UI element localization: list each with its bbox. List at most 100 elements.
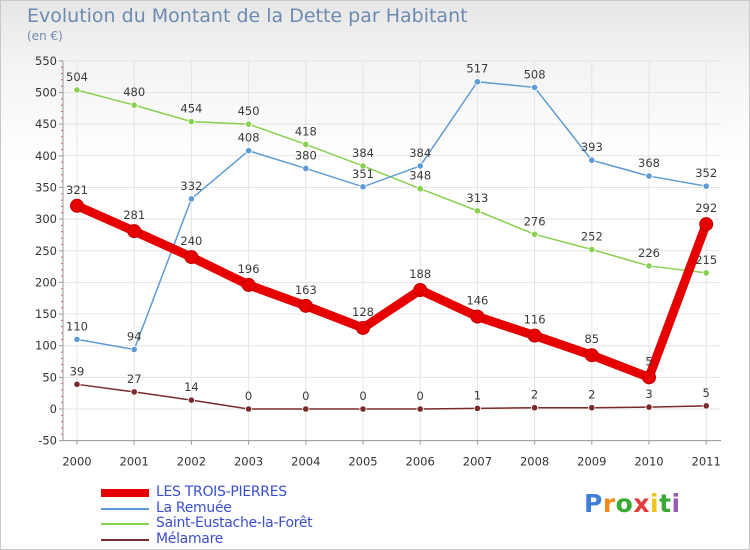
legend-label: Saint-Eustache-la-Forêt xyxy=(156,515,313,531)
data-point xyxy=(530,404,539,412)
data-point xyxy=(187,195,195,203)
legend: LES TROIS-PIERRES La Remuée Saint-Eustache… xyxy=(101,484,421,547)
y-tick-label: 500 xyxy=(35,86,57,100)
x-tick-label: 2009 xyxy=(577,455,606,469)
data-point xyxy=(245,120,253,128)
data-label: 110 xyxy=(66,319,88,333)
data-label: 226 xyxy=(638,246,660,260)
y-tick-label: 0 xyxy=(50,402,57,416)
x-tick-label: 2006 xyxy=(406,455,435,469)
data-label: 332 xyxy=(180,179,202,193)
data-label: 252 xyxy=(581,229,603,243)
y-tick-label: -50 xyxy=(38,434,57,448)
data-label: 116 xyxy=(524,313,546,327)
data-label: 5 xyxy=(645,354,652,368)
data-label: 281 xyxy=(123,208,145,222)
data-point xyxy=(702,182,710,190)
x-tick-label: 2011 xyxy=(692,455,721,469)
y-tick-label: 50 xyxy=(42,370,57,384)
y-tick-label: 150 xyxy=(35,307,57,321)
data-label: 188 xyxy=(409,267,431,281)
data-label: 14 xyxy=(184,380,199,394)
data-point xyxy=(416,185,424,193)
data-point xyxy=(416,162,424,170)
data-label: 39 xyxy=(70,364,85,378)
chart-subtitle: (en €) xyxy=(27,29,63,43)
data-point xyxy=(130,345,138,354)
data-label: 313 xyxy=(466,191,488,205)
data-label: 2 xyxy=(588,388,595,402)
proxiti-logo: Proxiti xyxy=(584,489,681,518)
data-label: 215 xyxy=(695,253,717,267)
y-tick-label: 250 xyxy=(35,244,57,258)
data-point xyxy=(645,403,653,411)
data-point xyxy=(473,78,481,86)
data-point xyxy=(642,370,656,385)
data-label: 240 xyxy=(180,234,202,248)
data-point xyxy=(699,217,714,232)
legend-swatch xyxy=(101,538,149,541)
x-tick-label: 2001 xyxy=(120,455,149,469)
data-label: 351 xyxy=(352,167,374,181)
series-line-0 xyxy=(72,201,711,382)
data-label: 504 xyxy=(66,70,88,84)
x-tick-label: 2004 xyxy=(291,455,320,469)
data-point xyxy=(588,156,596,164)
data-label: 1 xyxy=(474,388,481,402)
data-point xyxy=(530,230,539,238)
data-label: 352 xyxy=(695,166,717,180)
x-tick-label: 2010 xyxy=(634,455,663,469)
data-label: 408 xyxy=(238,131,260,145)
y-tick-label: 400 xyxy=(35,149,57,163)
data-point xyxy=(127,224,142,239)
data-label: 128 xyxy=(352,305,374,319)
series-line-1 xyxy=(76,80,707,351)
x-tick-label: 2007 xyxy=(463,455,492,469)
data-label: 146 xyxy=(466,294,488,308)
data-label: 384 xyxy=(352,146,374,160)
data-point xyxy=(588,245,596,254)
legend-swatch xyxy=(101,523,149,525)
y-tick-label: 350 xyxy=(35,180,57,194)
legend-label: Mélamare xyxy=(156,530,224,547)
data-label: 321 xyxy=(66,183,88,197)
data-label: 0 xyxy=(417,389,424,403)
data-point xyxy=(302,140,310,149)
data-point xyxy=(73,335,81,343)
series-line-2 xyxy=(76,89,707,274)
data-label: 517 xyxy=(466,62,488,76)
legend-label: La Remuée xyxy=(156,499,232,516)
data-label: 508 xyxy=(524,67,546,81)
data-label: 2 xyxy=(531,388,538,402)
data-label: 480 xyxy=(123,85,145,99)
data-point xyxy=(413,282,428,297)
data-label: 0 xyxy=(245,389,252,403)
data-point xyxy=(702,402,710,410)
data-label: 450 xyxy=(238,104,260,118)
data-label: 0 xyxy=(359,389,366,403)
data-point xyxy=(241,277,256,292)
x-tick-label: 2005 xyxy=(348,455,377,469)
data-point xyxy=(359,183,367,191)
data-label: 393 xyxy=(581,140,603,154)
data-point xyxy=(73,86,81,94)
data-label: 3 xyxy=(645,387,652,401)
data-point xyxy=(184,250,199,265)
data-point xyxy=(130,388,138,396)
data-point xyxy=(187,118,195,126)
data-point xyxy=(302,405,310,413)
y-tick-label: 450 xyxy=(35,117,57,131)
data-point xyxy=(530,83,539,92)
data-point xyxy=(302,164,310,173)
y-tick-label: 300 xyxy=(35,212,57,226)
data-label: 368 xyxy=(638,156,660,170)
data-label: 0 xyxy=(302,389,309,403)
data-point xyxy=(245,147,253,155)
data-label: 380 xyxy=(295,148,317,162)
data-label: 5 xyxy=(703,386,710,400)
data-point xyxy=(588,404,596,412)
data-label: 454 xyxy=(180,102,202,116)
y-tick-label: 100 xyxy=(35,339,57,353)
data-point xyxy=(359,405,367,413)
